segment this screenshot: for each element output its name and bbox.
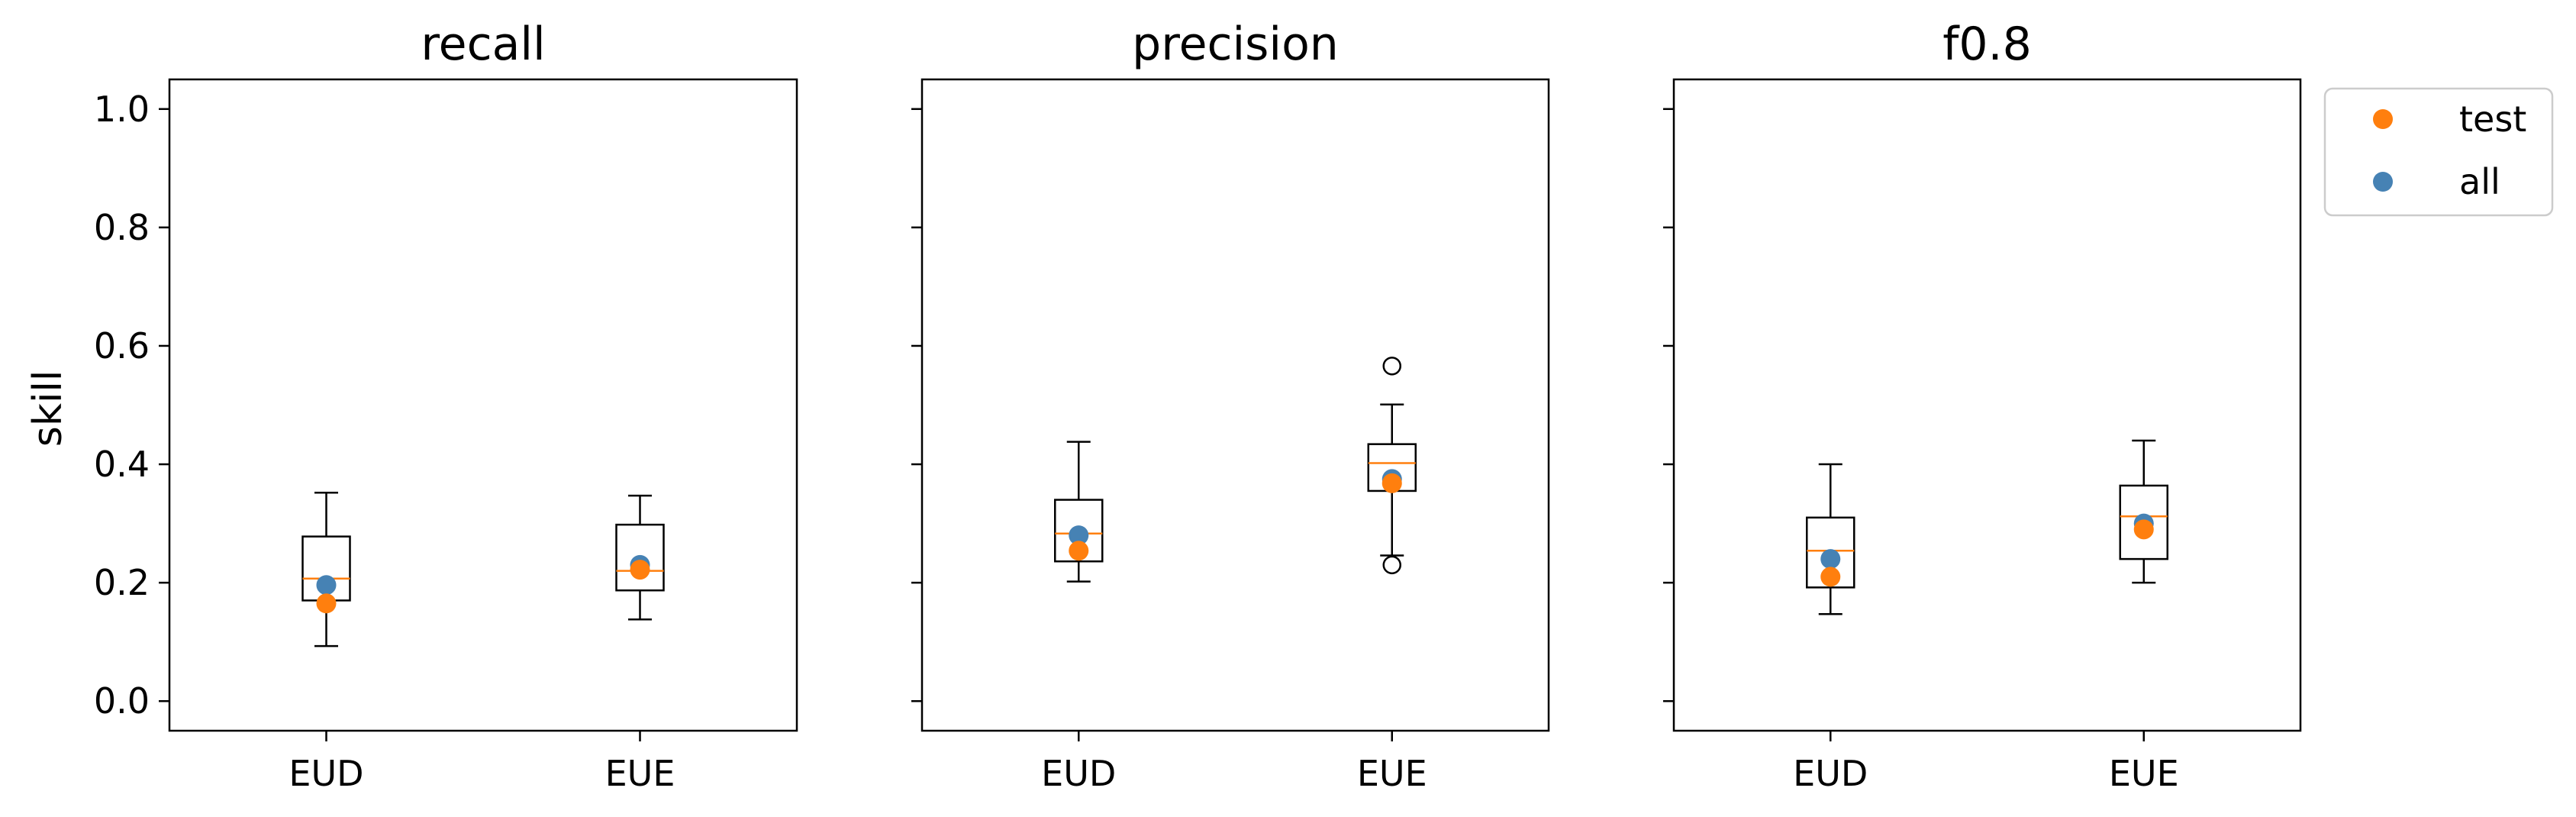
legend-marker-all [2373,172,2393,192]
x-tick-label: EUD [1041,753,1116,794]
all-point [316,575,337,596]
y-tick-label: 0.2 [94,562,150,603]
box-eud [1054,441,1104,583]
legend-marker-test [2373,109,2393,129]
outlier-point [1382,555,1401,575]
y-axis-label: skill [25,370,71,447]
panel-title: precision [1132,18,1339,71]
panel-f0-8: f0.8 EUD EUE [1663,18,2302,794]
x-tick-label: EUE [605,753,675,794]
y-tick-label: 1.0 [94,89,150,130]
test-point [2133,519,2154,540]
x-tick-label: EUD [1793,753,1868,794]
panel-title: recall [421,18,545,71]
y-tick-label: 0.6 [94,325,150,367]
y-tick-label: 0.4 [94,444,150,485]
box-eud [1806,463,1855,615]
box-iqr [1054,499,1104,563]
panel-recall: recall 0.0 0.2 0.4 0.6 0.8 1.0 EUD EUE [94,18,798,794]
test-point [1069,541,1089,561]
y-tick-label: 0.8 [94,207,150,248]
legend-label-test: test [2459,98,2526,140]
legend: test all [2323,87,2554,217]
y-tick-label: 0.0 [94,680,150,722]
all-point [1069,525,1089,546]
axes-frame [920,78,1550,732]
box-eue [2119,439,2168,584]
x-tick-label: EUE [1357,753,1427,794]
x-tick-label: EUD [289,753,363,794]
test-point [630,560,650,580]
legend-label-all: all [2459,161,2500,202]
panel-title: f0.8 [1942,18,2032,71]
test-point [316,593,337,614]
panel-precision: precision EUD EUE [911,18,1550,794]
test-point [1820,567,1841,587]
box-iqr [1806,516,1855,589]
box-eud [301,492,351,647]
all-point [1820,549,1841,570]
axes-frame [168,78,798,732]
outlier-point [1382,357,1401,376]
axes-frame [1672,78,2302,732]
box-eue [1367,357,1417,575]
box-eue [615,494,665,621]
x-tick-label: EUE [2109,753,2179,794]
test-point [1381,473,1402,493]
box-iqr [2119,484,2168,560]
box-iqr [615,523,665,592]
